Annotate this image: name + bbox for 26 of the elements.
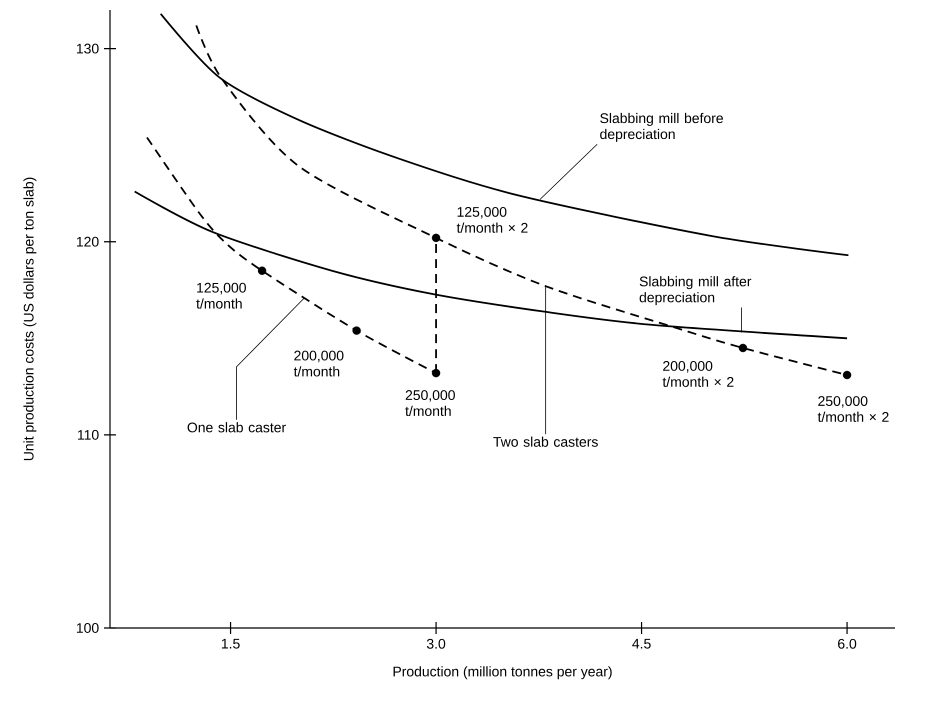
annotation: 200,000 t/month × 2 bbox=[662, 361, 734, 387]
point bbox=[432, 234, 440, 242]
y-tick-label: 100 bbox=[76, 623, 99, 633]
x-tick-label: 1.5 bbox=[222, 638, 240, 649]
y-tick-label: 110 bbox=[78, 430, 99, 440]
annotation: 250,000 t/month × 2 bbox=[818, 396, 889, 422]
y-tick-label: 130 bbox=[76, 44, 99, 54]
point bbox=[432, 368, 440, 378]
annotation: 125,000 t/month bbox=[196, 282, 246, 309]
annotation: Slabbing mill after depreciation bbox=[640, 276, 752, 306]
x-tick-label: 6.0 bbox=[838, 638, 856, 649]
annotation: One slab caster bbox=[188, 422, 286, 432]
annotation: 250,000 t/month bbox=[405, 390, 455, 416]
y-tick-label: 120 bbox=[76, 236, 99, 247]
point bbox=[258, 266, 266, 275]
annotation: 200,000 t/month bbox=[294, 350, 344, 376]
point bbox=[842, 370, 852, 380]
annotation: Two slab casters bbox=[493, 436, 598, 447]
point bbox=[738, 344, 748, 352]
x-axis-title: Production (million tonnes per year) bbox=[394, 666, 612, 680]
x-tick-label: 3.0 bbox=[426, 638, 446, 649]
y-axis-title: Unit production costs (US dollars per ton slab) bbox=[23, 178, 36, 460]
annotation: 125,000 t/month × 2 bbox=[456, 206, 528, 233]
point bbox=[352, 326, 361, 335]
x-tick-label: 4.5 bbox=[632, 638, 651, 649]
annotation: Slabbing mill before depreciation bbox=[600, 112, 723, 142]
